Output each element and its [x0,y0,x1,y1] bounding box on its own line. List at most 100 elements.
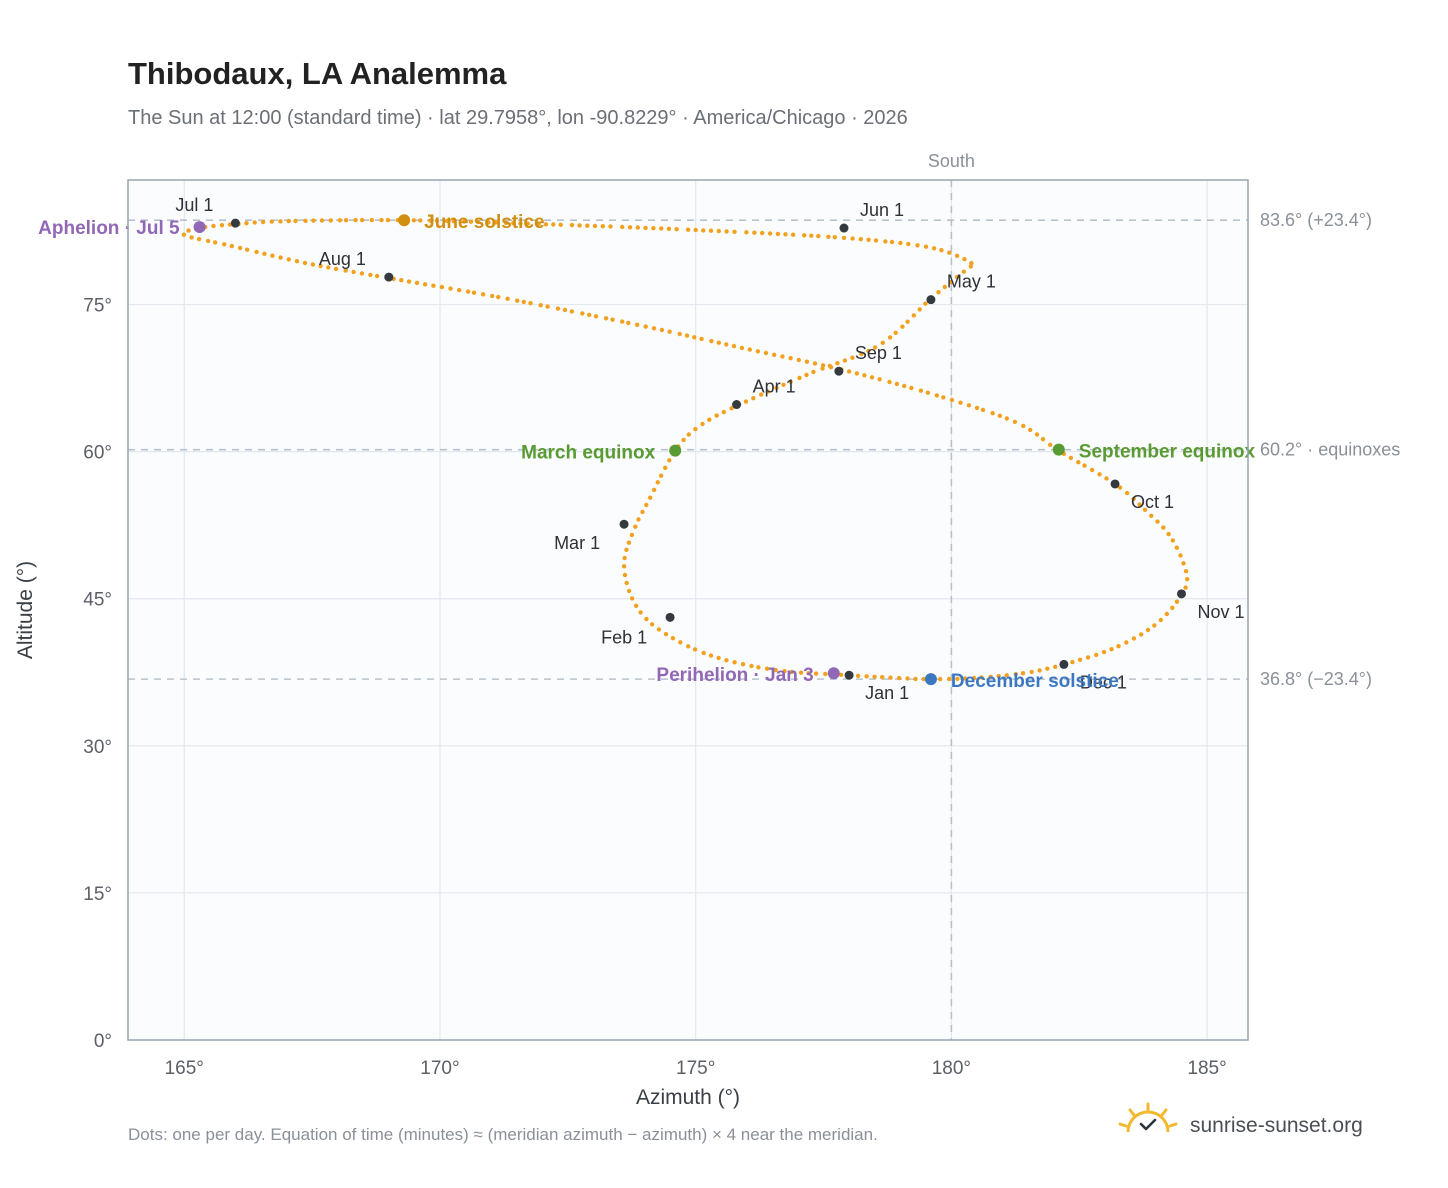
day-dot [434,218,440,223]
day-dot [939,248,944,253]
day-dot [286,257,291,262]
day-dot [1037,668,1042,673]
day-dot [948,280,953,285]
x-tick-label: 175° [676,1058,715,1079]
brand-logo: sunrise-sunset.org [1118,1102,1363,1137]
day-dot [798,670,804,675]
day-dot [693,227,698,233]
day-dot [996,673,1001,679]
day-dot [379,217,384,223]
day-dot [580,311,585,316]
day-dot [1089,467,1095,473]
day-dot [545,304,550,309]
day-dot [343,268,348,273]
day-dot [658,473,664,478]
day-dot [655,480,660,485]
day-dot [888,675,893,680]
day-dot [962,676,968,681]
day-dot [1104,476,1109,481]
month-marker [230,218,240,228]
day-dot [775,231,781,237]
day-dot [626,320,631,326]
day-dot [897,675,902,681]
day-dot [877,377,882,382]
day-dot [1068,455,1074,461]
day-dot [954,274,960,280]
event-markers: June solstice December solstice March equi… [38,212,1255,692]
day-dot [883,239,888,244]
day-dot [229,243,234,249]
y-tick-label: 15° [83,884,112,905]
day-dot [961,269,966,274]
day-dot [872,345,878,350]
day-dot [684,333,690,338]
day-dot [887,379,892,385]
day-dot [219,223,225,228]
day-dot [269,219,274,224]
day-dot [186,228,191,233]
day-dot [587,312,592,318]
event-label: June solstice [424,212,544,233]
day-dot [213,240,218,245]
month-label: May 1 [947,272,996,292]
day-dot [1021,423,1026,429]
day-dot [685,227,691,232]
day-dot [461,219,467,224]
month-markers: Jan 1 Feb 1 Mar 1 Apr 1 May 1 Jun 1 Jul 1 Aug 1… [175,195,1244,703]
day-dot [656,627,662,632]
day-dot [663,631,669,637]
x-tick-label: 170° [420,1058,459,1079]
day-dot [468,219,474,224]
day-dot [858,237,863,242]
day-dot [925,390,930,395]
day-dot [990,411,995,416]
altitude-reference-label: 36.8° (−23.4°) [1260,669,1372,689]
day-dot [918,388,924,393]
day-dot [913,676,918,682]
day-dot [448,286,453,291]
day-dot [528,301,533,306]
day-dot [700,421,705,427]
day-dot [708,228,714,233]
day-dot [1183,569,1189,574]
day-dot [418,218,423,223]
month-label: Oct 1 [1131,492,1174,512]
day-dot [222,242,227,247]
day-dot [772,352,777,357]
day-dot [600,224,605,229]
brand-name: sunrise-sunset.org [1190,1114,1363,1137]
day-dot [343,218,349,223]
day-dot [783,232,788,237]
day-dot [678,640,683,645]
day-dot [399,278,404,283]
day-dot [428,218,433,223]
altitude-reference-label: 83.6° (+23.4°) [1260,210,1372,230]
day-dot [270,253,275,258]
day-dot [624,580,629,586]
sun-icon [1118,1102,1178,1133]
day-dot [648,495,653,500]
day-dot [303,218,308,223]
day-dot [337,218,343,223]
day-dot [422,282,428,287]
plot-area [128,180,1248,1040]
day-dot [693,426,698,432]
day-dot [941,395,946,400]
month-label: Aug 1 [319,249,366,269]
day-dot [942,284,947,290]
day-dot [521,299,526,305]
day-dot [955,676,960,681]
event-marker [924,673,937,686]
day-dot [593,314,599,319]
day-dot [351,269,356,275]
day-dot [644,616,649,622]
x-tick-label: 180° [932,1058,971,1079]
day-dot [894,381,900,387]
day-dot [902,383,907,389]
day-dot [1013,672,1018,677]
altitude-reference-label: 60.2° · equinoxes [1260,440,1400,460]
day-dot [651,487,657,493]
day-dot [1048,442,1053,447]
day-dot [294,259,300,264]
